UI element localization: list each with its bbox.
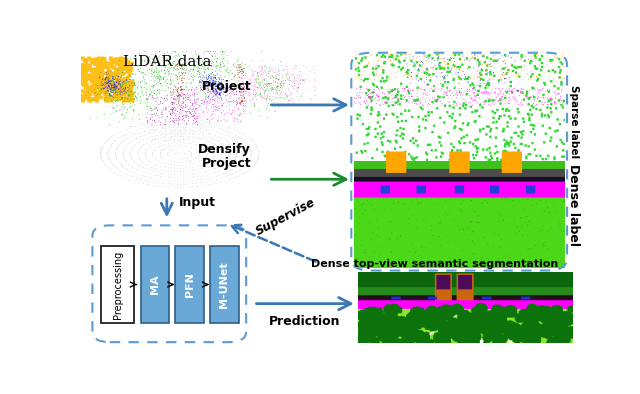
Text: Project: Project [202, 80, 251, 93]
Text: PFN: PFN [184, 272, 195, 297]
Text: Dense label: Dense label [567, 164, 580, 246]
Text: LiDAR data: LiDAR data [122, 55, 211, 69]
Text: Preprocessing: Preprocessing [113, 251, 123, 319]
Text: M-UNet: M-UNet [220, 261, 229, 308]
Text: Input: Input [179, 195, 216, 208]
Text: Prediction: Prediction [269, 315, 340, 328]
FancyBboxPatch shape [141, 246, 169, 323]
FancyBboxPatch shape [101, 246, 134, 323]
Text: MA: MA [150, 275, 160, 294]
Text: Densify
Project: Densify Project [198, 143, 251, 170]
Text: Supervise: Supervise [254, 196, 318, 238]
Text: Sparse label: Sparse label [568, 85, 579, 158]
FancyBboxPatch shape [210, 246, 239, 323]
FancyBboxPatch shape [175, 246, 204, 323]
Text: Dense top-view semantic segmentation: Dense top-view semantic segmentation [311, 259, 558, 269]
